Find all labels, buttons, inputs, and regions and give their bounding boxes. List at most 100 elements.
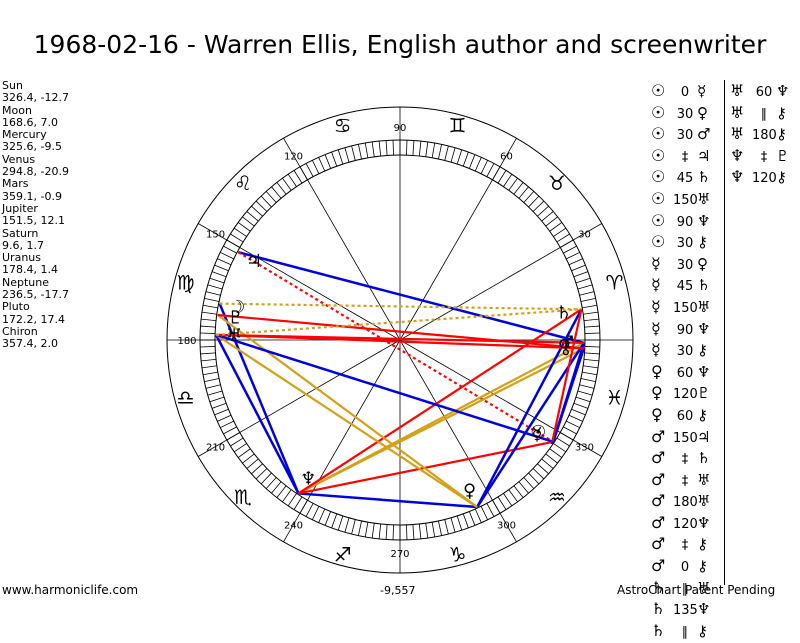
zodiac-sign-icon: ♌	[234, 171, 252, 195]
aspect-planet-2: ⚷	[697, 233, 708, 252]
aspect-planet-1: ♀	[651, 361, 663, 381]
planet-name: Mercury	[2, 128, 47, 142]
aspect-planet-1: ♅	[730, 124, 745, 144]
aspect-angle: ‡	[681, 538, 689, 554]
degree-tick	[549, 448, 563, 458]
aspect-row: ♀ 60 ♆	[651, 361, 717, 383]
house-spoke	[198, 223, 401, 341]
aspect-angle: 30	[676, 106, 694, 122]
degree-tick	[425, 141, 429, 157]
aspect-row: ♂ ‡ ⚷	[651, 533, 717, 555]
degree-tick	[580, 298, 596, 302]
degree-tick	[214, 264, 229, 272]
degree-tick	[311, 160, 320, 174]
aspect-row: ♂ ‡ ♅	[651, 469, 717, 491]
aspect-row: ♄ ∥ ♅	[651, 577, 717, 599]
aspect-line	[219, 302, 582, 311]
aspect-planet-2: ♇	[697, 384, 711, 403]
aspect-row: ♀ 120♇	[651, 382, 717, 404]
planet-coords: 359.1, -0.9	[2, 189, 62, 203]
aspect-angle: 60	[755, 85, 773, 100]
degree-tick	[385, 524, 388, 540]
zodiac-sign-icon: ♐	[334, 542, 352, 566]
degree-tick	[351, 145, 356, 161]
degree-tick	[242, 216, 255, 227]
aspect-line	[476, 342, 586, 508]
planet-name: Mars	[2, 177, 29, 191]
aspect-planet-2: ♅	[697, 492, 711, 511]
house-spoke	[283, 339, 401, 542]
aspect-planet-1: ☉	[651, 81, 666, 100]
aspect-row: ☉ 30 ♀	[651, 102, 717, 124]
aspect-line	[215, 333, 554, 444]
aspect-line	[298, 440, 554, 495]
degree-tick	[204, 298, 220, 302]
degree-tick	[556, 233, 570, 243]
degree-tick	[412, 524, 415, 540]
degree-tick	[246, 211, 259, 222]
house-spoke	[283, 138, 401, 341]
degree-tick	[271, 186, 282, 199]
aspect-planet-1: ♄	[651, 599, 666, 619]
website-link[interactable]: www.harmoniclife.com	[2, 583, 139, 597]
degree-tick	[282, 177, 292, 191]
aspect-row: ♂ 180♅	[651, 490, 717, 512]
degree-label: 240	[284, 520, 303, 531]
degree-tick	[563, 245, 577, 254]
aspect-row: ☉ 90 ♆	[651, 210, 717, 232]
aspect-angle: 30	[676, 236, 694, 252]
degree-tick	[265, 191, 277, 203]
aspect-planet-2: ⚷	[697, 405, 708, 424]
degree-tick	[545, 453, 558, 464]
planet-name: Neptune	[2, 275, 50, 289]
degree-tick	[364, 142, 369, 158]
degree-tick	[474, 508, 482, 523]
degree-tick	[200, 352, 216, 355]
degree-tick	[568, 258, 583, 266]
degree-tick	[371, 141, 375, 157]
aspect-row: ♂ ‡ ♄	[651, 447, 717, 469]
degree-tick	[311, 506, 320, 520]
planet-coords: 168.6, 7.0	[2, 115, 58, 129]
planet-coords: 9.6, 1.7	[2, 238, 44, 252]
aspect-planet-2: ♃	[697, 427, 711, 446]
degree-tick	[214, 408, 229, 416]
house-spoke	[399, 339, 517, 542]
aspect-row: ♅ ∥ ⚷	[730, 102, 796, 124]
degree-tick	[518, 481, 529, 494]
aspect-planet-1: ♂	[651, 512, 666, 532]
aspect-planet-1: ☉	[651, 102, 666, 122]
degree-label: 60	[500, 152, 513, 163]
degree-tick	[579, 291, 595, 296]
aspect-planet-2: ♃	[697, 146, 711, 165]
degree-tick	[480, 160, 489, 174]
degree-tick	[337, 515, 344, 531]
aspect-row: ♆ 120⚷	[730, 166, 796, 188]
house-spoke	[399, 339, 602, 457]
aspect-planet-1: ♀	[651, 383, 663, 403]
planet-glyph-icon: ♇	[227, 307, 243, 328]
degree-tick	[276, 182, 287, 195]
degree-tick	[584, 325, 600, 328]
aspect-planet-2: ♅	[697, 189, 711, 208]
aspect-row: ♂ 120♆	[651, 512, 717, 534]
aspect-planet-2: ♄	[697, 449, 711, 468]
aspect-planet-2: ♇	[776, 146, 790, 165]
aspect-angle: 45	[676, 279, 694, 295]
planet-coords: 178.4, 1.4	[2, 263, 58, 277]
aspect-planet-2: ♆	[697, 362, 711, 381]
planet-coords: 151.5, 12.1	[2, 214, 65, 228]
degree-tick	[583, 318, 599, 322]
degree-tick	[418, 141, 422, 157]
aspect-planet-1: ☉	[651, 145, 666, 165]
aspect-row: ♀ 60 ⚷	[651, 404, 717, 426]
degree-tick	[392, 140, 394, 156]
degree-tick	[571, 408, 586, 416]
degree-tick	[584, 346, 600, 348]
degree-tick	[237, 222, 251, 232]
degree-tick	[468, 154, 476, 169]
degree-tick	[406, 524, 408, 540]
aspect-planet-1: ♂	[651, 448, 666, 468]
aspect-angle: ‡	[760, 149, 768, 165]
aspect-planet-1: ☿	[651, 253, 661, 273]
